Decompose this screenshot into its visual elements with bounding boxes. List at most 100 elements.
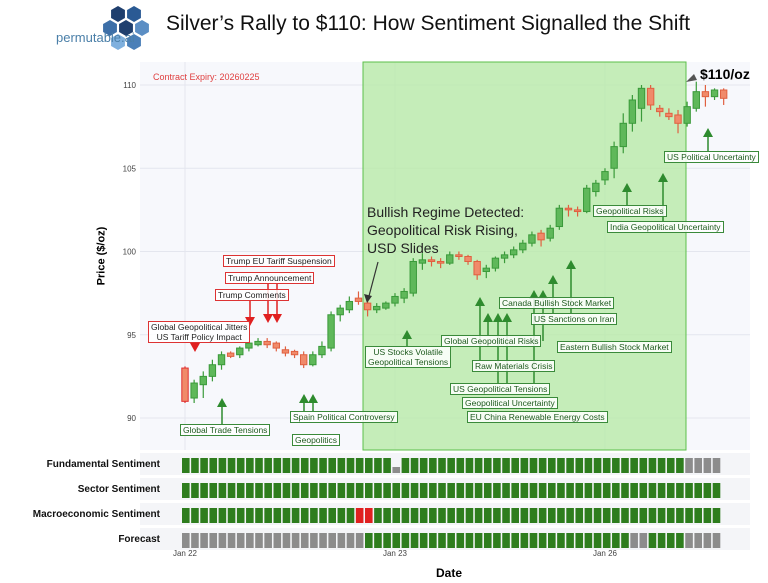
candle [583,187,591,213]
sentiment-bar [557,533,565,548]
annotation-label: Geopolitical Uncertainty [462,397,558,409]
sentiment-bar [236,483,245,498]
sentiment-bar [657,483,666,498]
sentiment-bar [612,533,620,548]
sentiment-bar [548,458,556,473]
sentiment-bar [538,458,547,473]
sentiment-bar [300,508,309,523]
arrow-down-icon [190,343,200,352]
sentiment-bar [310,458,318,473]
x-tick-label: Jan 23 [383,549,408,558]
sentiment-bar [639,458,648,473]
contract-expiry-label: Contract Expiry: 20260225 [153,72,260,82]
sentiment-row-label: Sector Sentiment [77,484,160,495]
sentiment-bar [593,533,602,548]
sentiment-row-label: Forecast [118,534,160,545]
sentiment-bar [621,533,629,548]
arrow-up-icon [548,275,558,284]
sentiment-bar [493,533,501,548]
sentiment-bar [246,458,254,473]
sentiment-bar [383,458,391,473]
sentiment-bar [291,533,300,548]
candle [710,89,719,98]
x-tick-label: Jan 22 [173,549,198,558]
sentiment-bar [374,533,382,548]
sentiment-bar [621,458,629,473]
logo-hexagon [103,20,117,36]
page-title: Silver’s Rally to $110: How Sentiment Si… [166,12,691,35]
y-tick-label: 95 [127,331,136,340]
sentiment-bar [419,533,428,548]
sentiment-bar [310,508,318,523]
candle [245,342,253,349]
sentiment-bar [246,508,254,523]
candle [656,107,664,113]
sentiment-bar [392,508,401,523]
sentiment-bar [493,483,501,498]
sentiment-bar [703,533,712,548]
annotation-label: EU China Renewable Energy Costs [467,411,608,423]
sentiment-bar [648,508,657,523]
sentiment-bar [282,483,291,498]
sentiment-bar [447,508,455,523]
sentiment-bar [685,458,693,473]
candle [619,122,627,148]
sentiment-bar [328,483,336,498]
sentiment-bar [529,533,538,548]
sentiment-bar [383,533,391,548]
sentiment-bar [401,508,410,523]
sentiment-bar [602,483,611,498]
sentiment-bar [575,533,584,548]
sentiment-bar [685,533,693,548]
annotation-label: Global Geopolitical Jitters US Tariff Po… [148,321,251,343]
y-tick-label: 110 [123,81,136,90]
sentiment-bar [246,483,254,498]
sentiment-bar [694,533,702,548]
sentiment-bar [694,458,702,473]
sentiment-bar [511,483,519,498]
sentiment-bar [291,483,300,498]
sentiment-bar [191,458,199,473]
peak-label: $110/oz [700,66,750,82]
sentiment-bar [282,458,291,473]
x-axis-label: Date [436,566,463,580]
sentiment-bar [438,533,446,548]
sentiment-bar [328,508,336,523]
sentiment-bar [300,533,309,548]
sentiment-bar [657,533,666,548]
sentiment-bar [502,533,510,548]
sentiment-bar [566,508,574,523]
sentiment-bar [474,508,483,523]
sentiment-bar [548,483,556,498]
sentiment-bar [612,458,620,473]
sentiment-bar [602,458,611,473]
sentiment-bar [483,508,492,523]
sentiment-bar [273,483,282,498]
sentiment-bar [355,458,364,473]
sentiment-bar [200,533,208,548]
candle [181,367,189,402]
sentiment-bar [483,483,492,498]
sentiment-bar [383,508,391,523]
sentiment-bar [365,483,373,498]
sentiment-bar [666,458,675,473]
candle [509,249,518,256]
arrow-up-icon [529,290,539,299]
sentiment-bar [483,458,492,473]
y-tick-label: 100 [123,248,137,257]
arrow-up-icon [299,394,309,403]
logo-hexagon [111,6,125,22]
candle [701,91,710,98]
sentiment-bar [182,458,190,473]
annotation-label: Canada Bullish Stock Market [499,297,615,309]
sentiment-bar [694,483,702,498]
sentiment-bar [621,483,629,498]
candle [555,207,564,228]
sentiment-bar [236,533,245,548]
sentiment-bar [694,508,702,523]
sentiment-bar [456,458,465,473]
regime-label: Bullish Regime Detected: Geopolitical Ri… [367,204,525,256]
candle [665,112,673,118]
sentiment-bar [255,533,263,548]
candle [263,340,271,346]
